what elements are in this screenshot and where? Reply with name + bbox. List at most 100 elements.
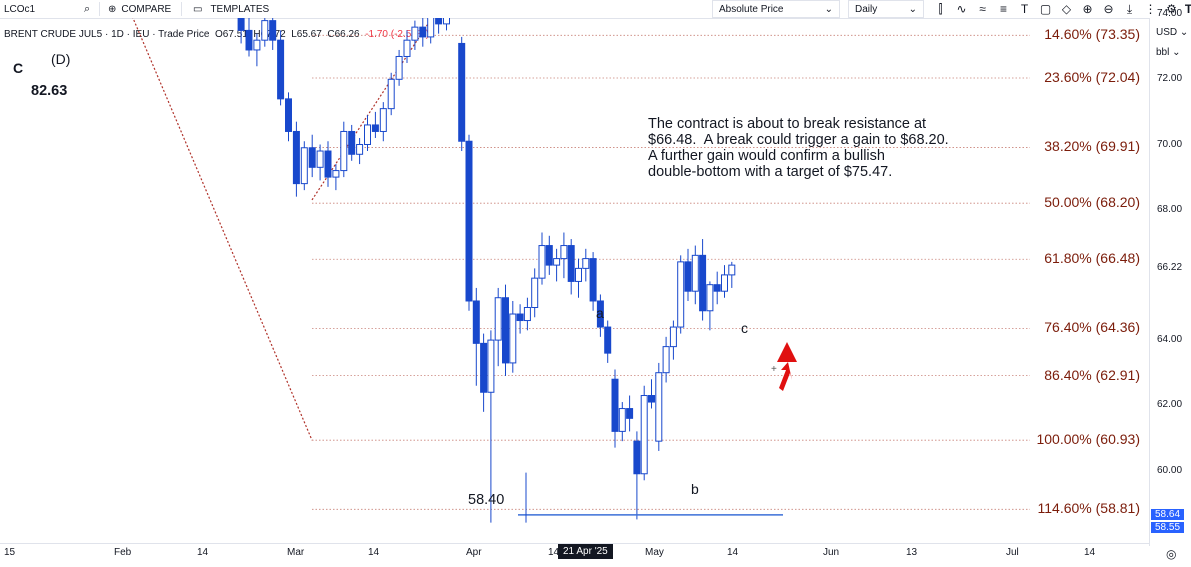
annotate-icon[interactable]: ◇ (1061, 2, 1072, 16)
reset-view-icon[interactable]: ◎ (1166, 547, 1177, 561)
time-tick: 13 (906, 547, 918, 558)
unit-select[interactable]: bbl ⌄ (1156, 47, 1181, 58)
price-tick: 60.00 (1157, 464, 1183, 476)
time-tick: May (645, 547, 664, 558)
time-tick: 14 (727, 547, 739, 558)
zoom-in-icon[interactable]: ⊕ (1082, 2, 1093, 16)
candle-body (308, 147, 316, 168)
candle-body (713, 284, 721, 292)
candle-body (582, 258, 590, 269)
candle-body (387, 78, 395, 110)
time-crosshair-label: 21 Apr '25 (558, 544, 613, 559)
price-chart[interactable]: + (0, 18, 1149, 543)
candle-body (443, 18, 450, 25)
price-tick: 74.00 (1157, 8, 1183, 20)
candle-body (480, 342, 488, 393)
candle-body (285, 98, 292, 132)
candle-body (348, 130, 356, 155)
fib-level-label: 100.00% (60.93) (1036, 431, 1140, 448)
divider (181, 2, 182, 16)
fib-level-label: 23.60% (72.04) (1044, 68, 1140, 85)
wave-c-top-label: C (13, 60, 24, 76)
candle-body (435, 18, 443, 25)
download-icon[interactable]: ⤓ (1126, 1, 1133, 16)
candle-body (269, 20, 277, 41)
interval-value: Daily (855, 3, 878, 15)
symbol-box[interactable]: LCOc1 (4, 0, 35, 18)
chevron-down-icon: ⌄ (1179, 27, 1189, 38)
symbol-input[interactable]: LCOc1 (4, 3, 36, 15)
candle-body (364, 124, 371, 146)
fib-lines (312, 34, 1030, 510)
candles-icon[interactable]: ⫿ (938, 1, 943, 16)
legend-change: -1.70 (-2.50%) (365, 29, 430, 40)
candles (237, 18, 736, 523)
candle-body (245, 29, 253, 51)
fib-level-label: 38.20% (69.91) (1044, 138, 1140, 155)
candle-body (677, 261, 685, 328)
text-icon[interactable]: T (1020, 2, 1029, 16)
time-tick: 15 (4, 547, 16, 558)
candle-body (316, 150, 324, 168)
wave-b-label: b (691, 481, 699, 497)
more-icon[interactable]: ⋮ (1144, 2, 1157, 16)
price-tick: 68.00 (1157, 203, 1183, 215)
price-tick: 70.00 (1157, 138, 1183, 150)
candle-body (395, 55, 403, 80)
compare-button[interactable]: ⊕ COMPARE (108, 0, 171, 18)
price-tick: 62.00 (1157, 399, 1183, 411)
price-type-select[interactable]: Absolute Price ⌄ (712, 0, 840, 18)
candle-body (553, 258, 561, 266)
fib-level-label: 76.40% (64.36) (1044, 319, 1140, 336)
high-value-label: 82.63 (31, 83, 68, 99)
wave-c-label: c (741, 320, 748, 336)
tradingview-logo-icon: TV (1184, 2, 1191, 16)
trend-lines (132, 18, 433, 441)
gear-icon[interactable]: ⚙ (1166, 2, 1177, 16)
lines-icon[interactable]: ≡ (999, 2, 1007, 16)
fib-level-label: 114.60% (58.81) (1037, 500, 1140, 517)
candle-body (589, 258, 597, 302)
time-tick: Apr (466, 547, 482, 558)
candle-body (371, 124, 379, 132)
chart-extras: + (518, 342, 797, 523)
candle-body (706, 284, 714, 312)
price-axis[interactable]: USD ⌄ bbl ⌄ (1149, 18, 1191, 546)
time-tick: Feb (114, 547, 132, 558)
interval-select[interactable]: Daily ⌄ (848, 0, 924, 18)
wave-a-label: a (596, 305, 604, 321)
currency-select[interactable]: USD ⌄ (1156, 27, 1188, 38)
candle-body (640, 395, 648, 475)
symbol-search-icon[interactable]: ⌕ (84, 2, 91, 15)
candle-body (691, 254, 699, 292)
price-tick: 58.55 (1151, 521, 1185, 533)
candle-body (277, 39, 285, 100)
legend-low: L65.67 (291, 29, 322, 40)
zoom-out-icon[interactable]: ⊖ (1103, 2, 1114, 16)
candle-body (411, 26, 419, 41)
candle-body (560, 245, 568, 260)
candle-body (472, 300, 480, 344)
candle-body (502, 297, 509, 364)
templates-button[interactable]: ▭ TEMPLATES (193, 0, 269, 18)
fib-level-label: 61.80% (66.48) (1044, 250, 1140, 267)
indicators-icon[interactable]: ∿ (956, 2, 967, 16)
candle-body (662, 346, 670, 374)
bullish-arrow-icon (779, 362, 792, 391)
candle-body (575, 267, 582, 282)
candle-body (261, 20, 269, 41)
tool-icons: ⫿ ∿ ≈ ≡ T ▢ ◇ ⊕ ⊖ ⤓ ⋮ ⚙ TV (930, 0, 1191, 18)
time-tick: 14 (368, 547, 380, 558)
waves-icon[interactable]: ≈ (979, 2, 986, 16)
price-tick: 58.64 (1151, 508, 1185, 520)
candle-body (332, 170, 340, 178)
price-tick: 66.22 (1157, 261, 1183, 273)
time-tick: Jul (1006, 547, 1019, 558)
top-toolbar: LCOc1 ⌕ ⊕ COMPARE ▭ TEMPLATES Absolute P… (0, 0, 1191, 19)
candle-body (721, 274, 728, 292)
legend-close: C66.26 (327, 29, 360, 40)
shapes-icon[interactable]: ▢ (1039, 2, 1052, 16)
candle-body (684, 261, 692, 292)
fib-level-label: 86.40% (62.91) (1044, 366, 1140, 383)
folder-icon: ▭ (193, 3, 203, 15)
